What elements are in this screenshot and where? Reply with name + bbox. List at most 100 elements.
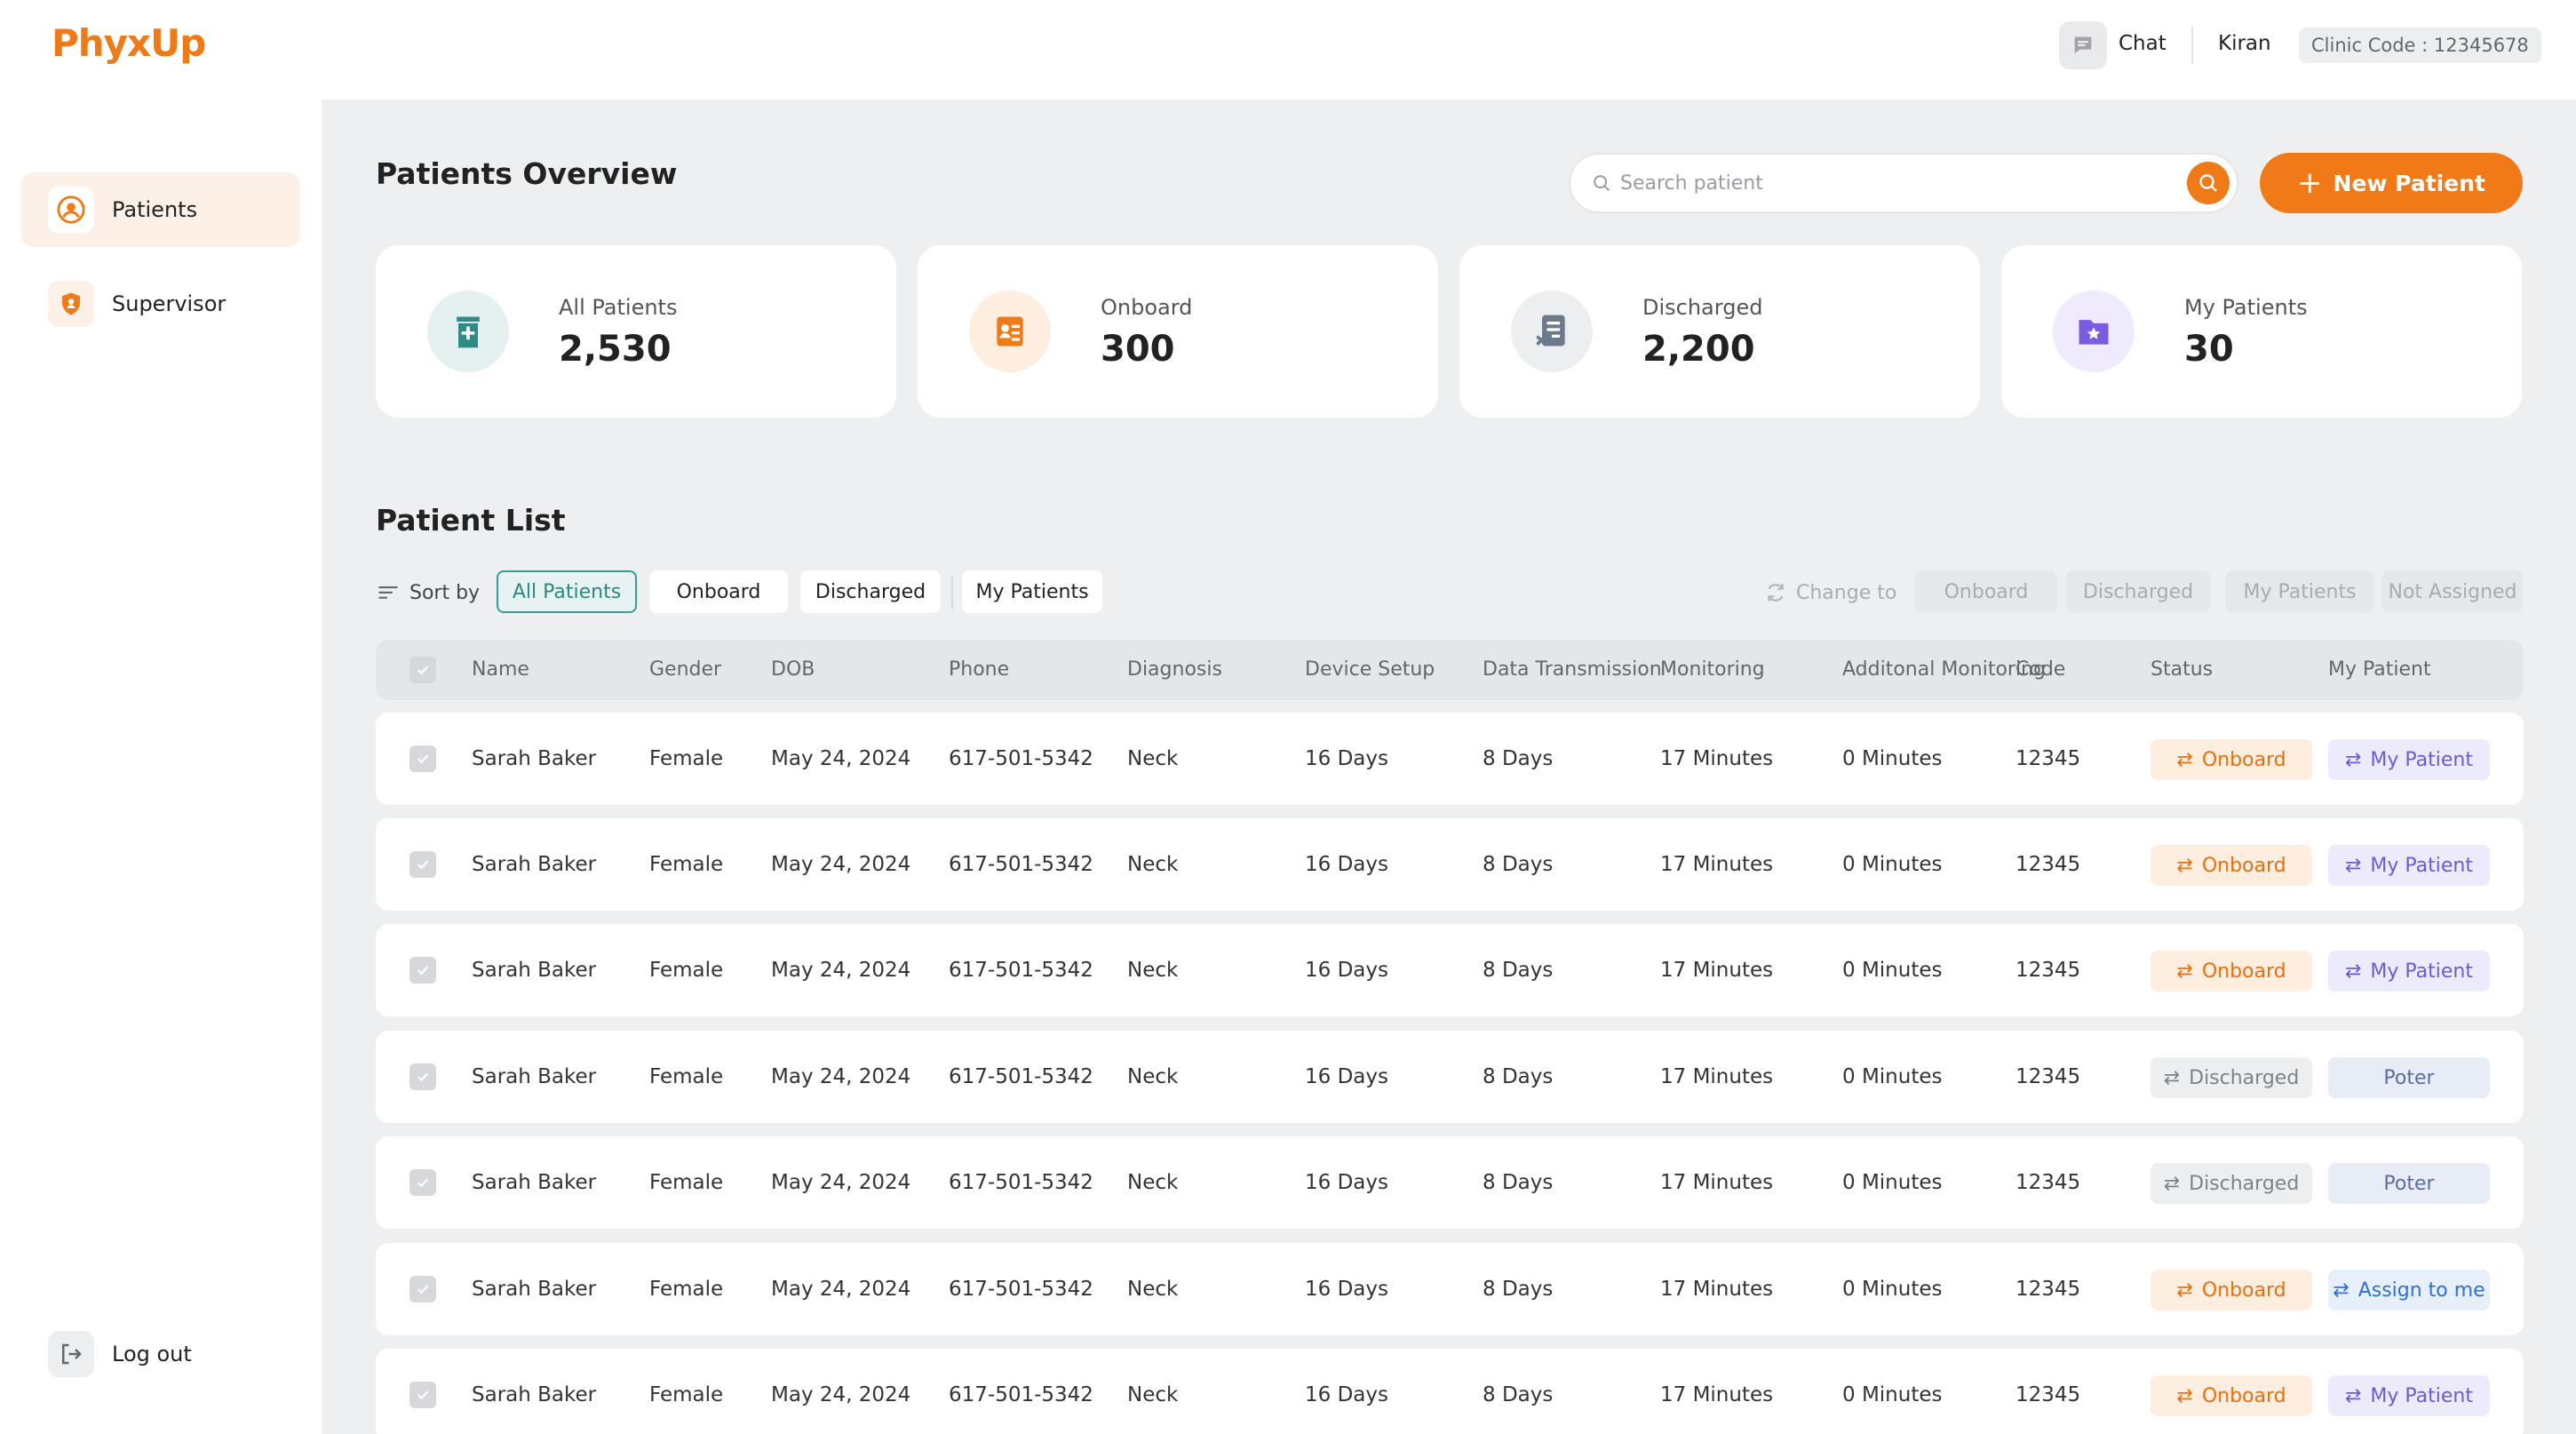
change-to-discharged[interactable]: Discharged	[2066, 570, 2210, 613]
status-badge[interactable]: ⇄ Onboard	[2151, 951, 2312, 992]
table-row[interactable]: Sarah Baker Female May 24, 2024 617-501-…	[376, 1136, 2524, 1229]
change-to-control[interactable]: Change to	[1764, 576, 1896, 609]
status-badge[interactable]: ⇄ Discharged	[2151, 1057, 2312, 1098]
status-badge[interactable]: ⇄ Onboard	[2151, 1375, 2312, 1416]
sort-lines-icon	[378, 586, 398, 599]
column-header-phone[interactable]: Phone	[949, 658, 1010, 681]
table-header: Name Gender DOB Phone Diagnosis Device S…	[376, 640, 2524, 700]
column-header-my-patient[interactable]: My Patient	[2328, 658, 2431, 681]
row-checkbox[interactable]	[409, 851, 436, 878]
table-row[interactable]: Sarah Baker Female May 24, 2024 617-501-…	[376, 713, 2524, 805]
column-header-diagnosis[interactable]: Diagnosis	[1127, 658, 1222, 681]
table-row[interactable]: Sarah Baker Female May 24, 2024 617-501-…	[376, 1031, 2524, 1123]
sidebar-item-patients[interactable]: Patients	[21, 172, 300, 247]
filter-discharged[interactable]: Discharged	[800, 570, 941, 613]
row-checkbox[interactable]	[409, 1382, 436, 1408]
select-all-checkbox[interactable]	[409, 657, 436, 683]
cell-diagnosis: Neck	[1127, 1171, 1179, 1194]
status-badge[interactable]: ⇄ Onboard	[2151, 845, 2312, 886]
swap-icon: ⇄	[2344, 854, 2362, 877]
my-patient-badge[interactable]: ⇄ My Patient	[2328, 951, 2490, 992]
cell-additional-monitoring: 0 Minutes	[1842, 747, 1943, 770]
stat-card-all-patients[interactable]: All Patients 2,530	[376, 245, 896, 418]
swap-icon: ⇄	[2163, 1066, 2181, 1089]
cell-additional-monitoring: 0 Minutes	[1842, 1383, 1943, 1406]
column-header-additional-monitoring[interactable]: Additonal Monitoring	[1842, 658, 2046, 681]
status-label: Discharged	[2189, 1066, 2300, 1089]
new-patient-button[interactable]: + New Patient	[2260, 153, 2523, 213]
table-row[interactable]: Sarah Baker Female May 24, 2024 617-501-…	[376, 1243, 2524, 1335]
status-label: Onboard	[2201, 960, 2286, 983]
stat-card-my-patients[interactable]: My Patients 30	[2001, 245, 2522, 418]
my-patient-badge[interactable]: ⇄ My Patient	[2328, 739, 2490, 780]
table-row[interactable]: Sarah Baker Female May 24, 2024 617-501-…	[376, 1349, 2524, 1434]
cell-device-setup: 16 Days	[1305, 959, 1388, 982]
stat-card-onboard[interactable]: Onboard 300	[918, 245, 1438, 418]
column-header-status[interactable]: Status	[2151, 658, 2214, 681]
column-header-device-setup[interactable]: Device Setup	[1305, 658, 1435, 681]
my-patient-label: My Patient	[2370, 854, 2474, 877]
swap-icon: ⇄	[2176, 960, 2193, 983]
hospital-icon	[427, 291, 509, 372]
cell-gender: Female	[649, 853, 724, 876]
cell-code: 12345	[2015, 959, 2081, 982]
table-row[interactable]: Sarah Baker Female May 24, 2024 617-501-…	[376, 818, 2524, 911]
column-header-monitoring[interactable]: Monitoring	[1660, 658, 1765, 681]
status-badge[interactable]: ⇄ Onboard	[2151, 739, 2312, 780]
chat-bubble-icon	[2074, 36, 2092, 54]
change-to-not-assigned[interactable]: Not Assigned	[2382, 570, 2523, 613]
chat-button[interactable]	[2059, 21, 2107, 69]
column-header-code[interactable]: Code	[2015, 658, 2066, 681]
sort-by-control[interactable]: Sort by	[376, 576, 480, 609]
cell-code: 12345	[2015, 1383, 2081, 1406]
assign-to-me-button[interactable]: ⇄ Assign to me	[2328, 1270, 2490, 1311]
cell-dob: May 24, 2024	[771, 1065, 911, 1088]
checkmark-icon	[417, 1390, 429, 1400]
cell-device-setup: 16 Days	[1305, 1278, 1388, 1301]
cell-code: 12345	[2015, 747, 2081, 770]
filter-my-patients[interactable]: My Patients	[962, 570, 1102, 613]
logout-button[interactable]: Log out	[48, 1331, 192, 1377]
search-bar[interactable]	[1569, 153, 2238, 213]
my-patient-label: Poter	[2383, 1066, 2435, 1089]
swap-icon: ⇄	[2344, 1384, 2362, 1407]
sort-by-label: Sort by	[409, 581, 481, 604]
row-checkbox[interactable]	[409, 1064, 436, 1090]
row-checkbox[interactable]	[409, 1276, 436, 1303]
change-to-onboard[interactable]: Onboard	[1915, 570, 2057, 613]
cell-additional-monitoring: 0 Minutes	[1842, 959, 1943, 982]
cell-gender: Female	[649, 1278, 724, 1301]
cell-name: Sarah Baker	[472, 1065, 597, 1088]
my-patient-badge[interactable]: ⇄ My Patient	[2328, 1375, 2490, 1416]
filter-all-patients[interactable]: All Patients	[497, 570, 637, 613]
user-name[interactable]: Kiran	[2218, 32, 2271, 55]
app-logo[interactable]: PhyxUp	[52, 21, 206, 65]
status-label: Onboard	[2201, 1384, 2286, 1407]
change-to-my-patients[interactable]: My Patients	[2226, 570, 2373, 613]
status-badge[interactable]: ⇄ Onboard	[2151, 1270, 2312, 1311]
cell-monitoring: 17 Minutes	[1660, 853, 1774, 876]
column-header-name[interactable]: Name	[472, 658, 529, 681]
sidebar-item-supervisor[interactable]: Supervisor	[21, 267, 300, 341]
column-header-data-transmission[interactable]: Data Transmission	[1483, 658, 1662, 681]
row-checkbox[interactable]	[409, 1169, 436, 1196]
assignee-badge[interactable]: Poter	[2328, 1163, 2490, 1204]
search-submit-button[interactable]	[2187, 162, 2230, 204]
cell-additional-monitoring: 0 Minutes	[1842, 1171, 1943, 1194]
cell-code: 12345	[2015, 1171, 2081, 1194]
filter-onboard[interactable]: Onboard	[649, 570, 788, 613]
cell-diagnosis: Neck	[1127, 1383, 1179, 1406]
sidebar: Patients Supervisor Log out	[0, 100, 322, 1434]
status-badge[interactable]: ⇄ Discharged	[2151, 1163, 2312, 1204]
stat-card-discharged[interactable]: Discharged 2,200	[1459, 245, 1980, 418]
my-patient-badge[interactable]: ⇄ My Patient	[2328, 845, 2490, 886]
cell-monitoring: 17 Minutes	[1660, 1065, 1774, 1088]
search-input[interactable]	[1620, 171, 2153, 195]
column-header-dob[interactable]: DOB	[771, 658, 815, 681]
row-checkbox[interactable]	[409, 745, 436, 772]
row-checkbox[interactable]	[409, 957, 436, 984]
chat-label[interactable]: Chat	[2119, 32, 2167, 55]
assignee-badge[interactable]: Poter	[2328, 1057, 2490, 1098]
table-row[interactable]: Sarah Baker Female May 24, 2024 617-501-…	[376, 924, 2524, 1016]
column-header-gender[interactable]: Gender	[649, 658, 722, 681]
